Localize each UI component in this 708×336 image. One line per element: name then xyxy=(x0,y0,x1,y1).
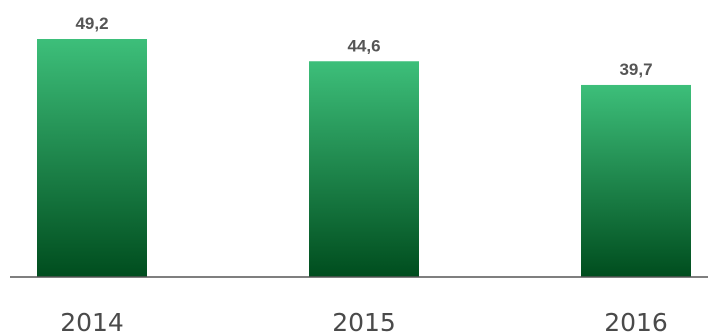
x-tick-label-2016: 2016 xyxy=(604,308,668,336)
x-tick-labels-group: 2014 2015 2016 xyxy=(60,308,668,336)
bars-group xyxy=(37,39,691,278)
value-label-2015: 44,6 xyxy=(347,36,380,55)
bar-2014 xyxy=(37,39,147,277)
value-label-2014: 49,2 xyxy=(75,14,108,33)
bar-2015 xyxy=(309,61,419,278)
x-tick-label-2014: 2014 xyxy=(60,308,124,336)
value-labels-group: 49,2 44,6 39,7 xyxy=(75,14,652,79)
value-label-2016: 39,7 xyxy=(619,60,652,79)
bar-2016 xyxy=(581,84,691,277)
x-tick-label-2015: 2015 xyxy=(332,308,396,336)
